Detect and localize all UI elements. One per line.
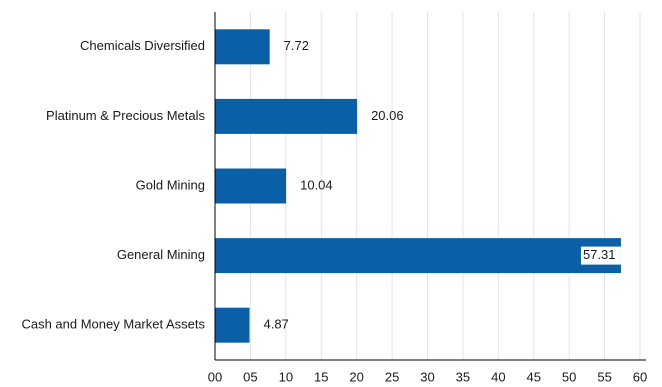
x-tick-label: 40 [491, 369, 505, 382]
x-tick-label: 25 [385, 369, 399, 382]
x-tick-label: 05 [243, 369, 257, 382]
data-label-background [580, 246, 621, 265]
data-label: 10.04 [300, 177, 333, 192]
bar [215, 307, 250, 343]
category-label: Gold Mining [136, 177, 205, 192]
x-tick-label: 10 [279, 369, 293, 382]
bar [215, 168, 287, 204]
x-tick-label: 30 [420, 369, 434, 382]
x-tick-label: 15 [314, 369, 328, 382]
x-tick-label: 50 [562, 369, 576, 382]
x-tick-label: 45 [527, 369, 541, 382]
bar [215, 29, 270, 65]
category-label: Chemicals Diversified [80, 38, 205, 53]
category-label: Cash and Money Market Assets [21, 317, 205, 332]
x-tick-label: 55 [597, 369, 611, 382]
category-label: Platinum & Precious Metals [46, 108, 205, 123]
bar [215, 238, 621, 274]
category-label: General Mining [117, 247, 205, 262]
data-label: 20.06 [371, 108, 404, 123]
x-tick-label: 60 [633, 369, 647, 382]
x-tick-label: 00 [208, 369, 222, 382]
bar [215, 98, 358, 134]
data-label: 57.31 [583, 247, 616, 262]
data-label: 4.87 [263, 317, 288, 332]
x-tick-label: 20 [349, 369, 363, 382]
x-tick-label: 35 [456, 369, 470, 382]
data-label: 7.72 [284, 38, 309, 53]
